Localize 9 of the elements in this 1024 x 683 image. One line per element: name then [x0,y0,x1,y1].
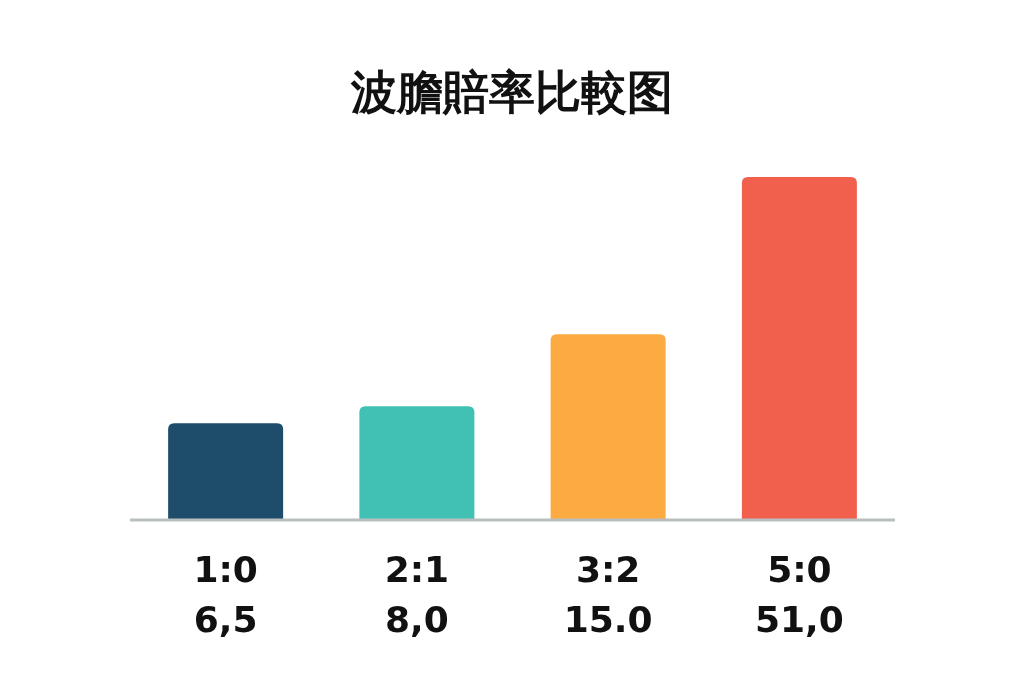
bar [359,406,475,519]
bar [168,423,284,519]
bar [741,177,857,519]
x-tick-label: 2:1 8,0 [384,549,450,640]
x-tick-label: 1:0 6,5 [193,549,258,640]
x-tick-label: 5:0 51,0 [754,549,844,640]
bar [550,334,666,519]
chart-title: 波膽賠率比較图 [350,65,673,119]
x-tick-label: 3:2 15.0 [563,549,653,640]
